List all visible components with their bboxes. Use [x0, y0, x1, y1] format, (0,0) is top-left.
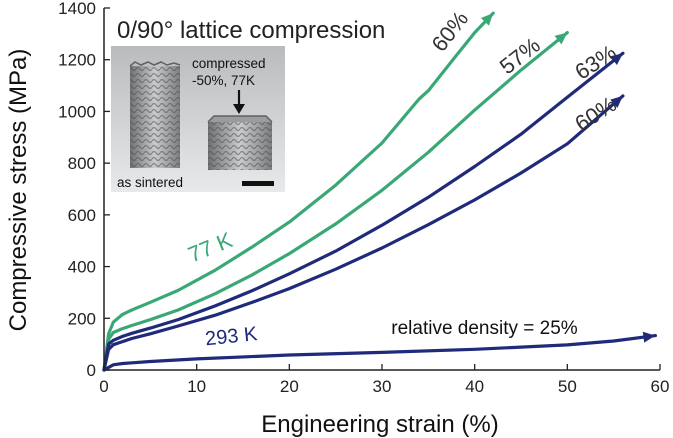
y-tick-label: 800 [68, 154, 96, 173]
y-tick-label: 1000 [58, 102, 96, 121]
scale-bar [242, 181, 274, 186]
x-axis-title: Engineering strain (%) [261, 411, 498, 438]
y-tick-label: 1400 [58, 0, 96, 18]
y-tick-label: 0 [87, 361, 96, 380]
y-tick-label: 200 [68, 309, 96, 328]
series-line-4 [102, 94, 625, 372]
series-arrowhead-3 [610, 53, 623, 66]
series-arrowhead-5 [642, 331, 656, 343]
inset-arrow [233, 90, 245, 114]
x-tick-label: 0 [99, 377, 108, 396]
series-arrowhead-2 [554, 32, 568, 45]
compressed-specimen [207, 115, 273, 170]
x-tick-label: 10 [187, 377, 206, 396]
annotation-label: 63% [570, 40, 621, 85]
y-tick-label: 400 [68, 258, 96, 277]
series-line-1 [102, 11, 495, 372]
annotation-label: 60% [426, 6, 473, 56]
y-tick-label: 1200 [58, 51, 96, 70]
inset-label-as-sintered: as sintered [117, 175, 183, 190]
series-arrowhead-4 [610, 95, 623, 108]
inset-label-compressed-detail: -50%, 77K [192, 73, 255, 88]
x-tick-label: 20 [280, 377, 299, 396]
inset-photo: as sintered compressed -50%, 77K [111, 46, 285, 192]
annotation-label: 293 K [204, 323, 259, 350]
as-sintered-specimen [129, 61, 181, 168]
annotation-label: 60% [570, 91, 621, 136]
x-tick-label: 40 [465, 377, 484, 396]
annotation-label: relative density = 25% [391, 318, 578, 339]
series-line-3 [102, 51, 625, 372]
y-axis-title: Compressive stress (MPa) [5, 49, 32, 332]
x-tick-label: 30 [373, 377, 392, 396]
x-tick-label: 60 [651, 377, 670, 396]
x-tick-label: 50 [558, 377, 577, 396]
y-tick-label: 600 [68, 206, 96, 225]
series-line-2 [102, 31, 569, 372]
series-layer [102, 11, 657, 372]
inset-label-compressed: compressed [192, 56, 266, 71]
series-arrowhead-1 [480, 13, 494, 26]
chart-title: 0/90° lattice compression [117, 17, 385, 44]
series-line-5 [102, 334, 657, 372]
